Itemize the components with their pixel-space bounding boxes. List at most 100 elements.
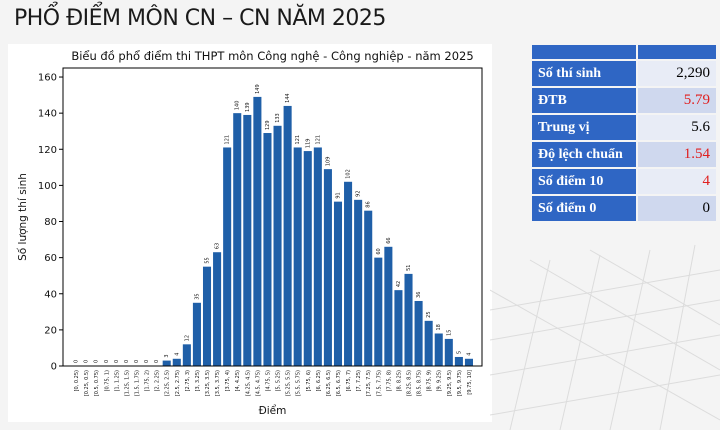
stats-row: Độ lệch chuẩn 1.54 bbox=[532, 142, 716, 167]
x-tick-label: [3.75, 4) bbox=[225, 370, 231, 391]
bar-value-label: 86 bbox=[366, 201, 372, 207]
stats-row: ĐTB 5.79 bbox=[532, 88, 716, 113]
bar-value-label: 0 bbox=[114, 360, 120, 363]
bar bbox=[182, 344, 191, 366]
stats-table: Số thí sinh 2,290 ĐTB 5.79 Trung vị 5.6 Độ … bbox=[530, 43, 718, 223]
x-tick-label: [4.25, 4.5) bbox=[245, 370, 251, 396]
bar-value-label: 129 bbox=[265, 120, 271, 130]
bar bbox=[223, 147, 232, 366]
x-tick-label: [0, 0.25) bbox=[74, 370, 80, 391]
y-axis-label: Số lượng thí sinh bbox=[17, 173, 29, 261]
x-tick-label: [8.75, 9) bbox=[427, 370, 433, 391]
stat-label: Số điểm 10 bbox=[532, 169, 636, 194]
x-tick-label: [9.5, 9.75) bbox=[457, 370, 463, 396]
bar bbox=[253, 96, 262, 366]
x-tick-label: [6, 6.25) bbox=[316, 370, 322, 391]
bar bbox=[444, 338, 453, 366]
bar bbox=[323, 169, 332, 366]
bar-value-label: 139 bbox=[245, 102, 251, 112]
stats-row: Trung vị 5.6 bbox=[532, 115, 716, 140]
y-tick-label: 60 bbox=[44, 253, 57, 264]
bar-value-label: 36 bbox=[416, 292, 422, 298]
chart-panel: Biểu đồ phổ điểm thi THPT môn Công nghệ … bbox=[8, 44, 492, 422]
bar-value-label: 3 bbox=[164, 354, 170, 357]
stat-label: Độ lệch chuẩn bbox=[532, 142, 636, 167]
page-title: PHỔ ĐIỂM MÔN CN – CN NĂM 2025 bbox=[14, 6, 386, 31]
stat-value: 1.54 bbox=[638, 142, 716, 167]
bar bbox=[374, 257, 383, 366]
bar-value-label: 4 bbox=[466, 353, 472, 356]
bar-value-label: 133 bbox=[275, 113, 281, 123]
bar bbox=[404, 273, 413, 366]
stat-value: 0 bbox=[638, 196, 716, 221]
bar bbox=[273, 125, 282, 366]
bar bbox=[394, 290, 403, 366]
bar bbox=[344, 181, 353, 366]
x-tick-label: [2.5, 2.75) bbox=[175, 370, 181, 396]
bar bbox=[162, 360, 171, 366]
bar bbox=[424, 320, 433, 366]
bar-value-label: 15 bbox=[446, 330, 452, 336]
plot-frame bbox=[62, 67, 483, 367]
y-tick-label: 140 bbox=[38, 109, 57, 120]
score-distribution-chart: Biểu đồ phổ điểm thi THPT môn Công nghệ … bbox=[17, 49, 483, 417]
x-tick-label: [0.5, 0.75) bbox=[94, 370, 100, 396]
bar bbox=[464, 358, 473, 366]
x-tick-label: [0.75, 1) bbox=[104, 370, 110, 391]
bar-value-label: 60 bbox=[376, 248, 382, 254]
bar-value-label: 0 bbox=[104, 360, 110, 363]
x-tick-label: [7.75, 8) bbox=[386, 370, 392, 391]
y-tick-label: 120 bbox=[38, 145, 57, 156]
y-tick-label: 20 bbox=[44, 325, 57, 336]
x-tick-label: [5.25, 5.5) bbox=[286, 370, 292, 396]
x-tick-label: [5.75, 6) bbox=[306, 370, 312, 391]
y-tick-label: 40 bbox=[44, 289, 57, 300]
bar-value-label: 63 bbox=[215, 243, 221, 249]
bar bbox=[364, 210, 373, 366]
stat-value: 2,290 bbox=[638, 61, 716, 86]
bar-value-label: 0 bbox=[74, 360, 80, 363]
bar bbox=[202, 266, 212, 366]
bar bbox=[384, 246, 393, 366]
x-tick-label: [1.5, 1.75) bbox=[134, 370, 140, 396]
stat-label: Số điểm 0 bbox=[532, 196, 636, 221]
bar-value-label: 109 bbox=[325, 157, 331, 167]
bar-value-label: 92 bbox=[356, 190, 362, 196]
stat-label: Số thí sinh bbox=[532, 61, 636, 86]
chart-title: Biểu đồ phổ điểm thi THPT môn Công nghệ … bbox=[71, 49, 473, 63]
y-tick-label: 100 bbox=[38, 181, 57, 192]
bar-value-label: 121 bbox=[225, 135, 231, 145]
x-tick-label: [9.75, 10] bbox=[467, 370, 473, 395]
x-tick-label: [7, 7.25) bbox=[356, 370, 362, 391]
y-tick-label: 0 bbox=[51, 362, 57, 373]
x-tick-label: [7.5, 7.75) bbox=[376, 370, 382, 396]
bar bbox=[313, 147, 322, 366]
bar bbox=[192, 302, 201, 366]
decorative-grid-floor bbox=[490, 244, 720, 430]
x-tick-label: [1.75, 2) bbox=[145, 370, 151, 391]
bar-value-label: 119 bbox=[305, 139, 311, 149]
bar-value-label: 121 bbox=[315, 135, 321, 145]
x-tick-label: [9, 9.25) bbox=[437, 370, 443, 391]
bar bbox=[454, 356, 463, 366]
y-tick-label: 160 bbox=[38, 73, 57, 84]
bar-value-label: 55 bbox=[205, 257, 211, 263]
bar bbox=[333, 201, 343, 366]
x-tick-label: [1.25, 1.5) bbox=[124, 370, 130, 396]
x-tick-label: [5.5, 5.75) bbox=[296, 370, 302, 396]
x-tick-label: [3.25, 3.5) bbox=[205, 370, 211, 396]
bar bbox=[414, 300, 423, 366]
stat-label: ĐTB bbox=[532, 88, 636, 113]
stat-value: 5.79 bbox=[638, 88, 716, 113]
bar-value-label: 4 bbox=[174, 353, 180, 356]
bar-value-label: 0 bbox=[84, 360, 90, 363]
bar-value-label: 121 bbox=[295, 135, 301, 145]
bar bbox=[303, 151, 312, 366]
x-tick-label: [0.25, 0.5) bbox=[84, 370, 90, 396]
bar bbox=[243, 114, 252, 366]
x-tick-label: [6.75, 7) bbox=[346, 370, 352, 391]
stats-header-row bbox=[532, 45, 716, 59]
bar-value-label: 42 bbox=[396, 281, 402, 287]
bar-value-label: 25 bbox=[426, 311, 432, 317]
